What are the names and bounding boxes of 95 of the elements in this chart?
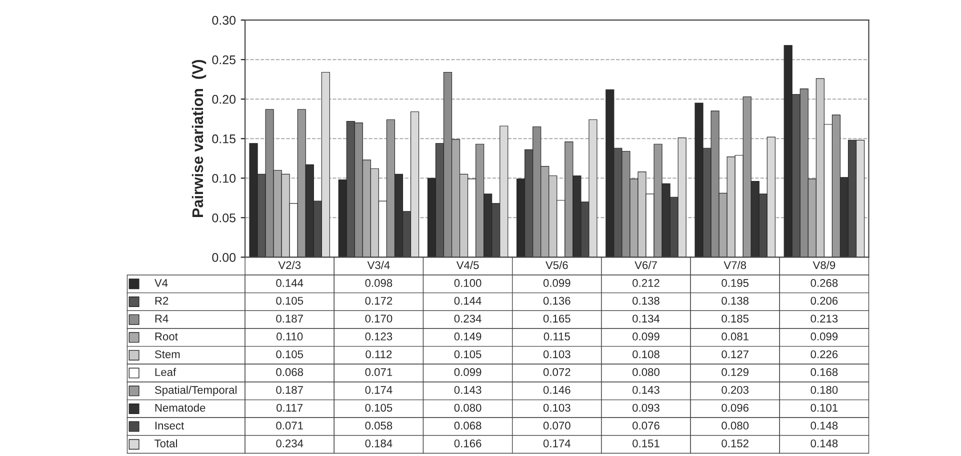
data-label: 0.080 [722,422,749,430]
data-label: 0.080 [454,404,482,412]
data-label: 0.110 [276,332,303,340]
data-label: 0.187 [276,314,303,323]
data-label: 0.103 [543,404,570,412]
data-label: 0.144 [454,296,482,305]
y-axis-title: Pairwise variation (V) [192,60,206,217]
data-label: 0.234 [276,439,304,448]
data-label: 0.136 [543,296,570,305]
legend-label: V4 [154,279,168,287]
data-label: 0.184 [365,439,392,448]
data-label: 0.129 [722,368,748,376]
x-tick-label: V2/3 [278,260,301,270]
data-label: 0.268 [810,279,838,287]
y-tick-label: 0.30 [212,16,236,25]
x-tick-label: V6/7 [634,260,657,270]
data-label: 0.148 [810,439,838,448]
y-tick-label: 0.10 [212,174,236,183]
legend-label: R4 [155,314,168,322]
data-label: 0.117 [276,404,303,412]
data-label: 0.174 [365,386,392,394]
data-label: 0.212 [632,279,660,287]
data-label: 0.203 [722,386,749,394]
legend-label: Total [154,439,177,448]
data-label: 0.099 [632,332,660,340]
data-label: 0.138 [722,296,749,305]
data-label: 0.165 [543,314,570,323]
x-tick-label: V7/8 [724,260,746,270]
data-label: 0.143 [632,386,660,394]
data-label: 0.127 [722,350,748,358]
data-label: 0.143 [454,386,482,394]
data-label: 0.071 [365,368,392,376]
data-label: 0.105 [276,350,304,358]
data-label: 0.138 [632,296,660,305]
data-label: 0.099 [454,368,482,376]
data-label: 0.146 [543,386,570,394]
y-tick-label: 0.25 [212,55,236,64]
x-tick-label: V5/6 [546,260,568,270]
y-tick-label: 0.05 [212,213,236,222]
data-label: 0.070 [543,422,570,430]
legend-label: Spatial/Temporal [154,386,236,396]
data-label: 0.100 [454,279,482,287]
data-label: 0.185 [722,314,749,323]
data-label: 0.093 [632,404,660,412]
data-label: 0.099 [810,332,838,340]
data-label: 0.081 [722,332,748,340]
data-label: 0.170 [365,314,392,323]
data-label: 0.098 [365,279,392,287]
data-label: 0.101 [810,404,838,412]
data-label: 0.072 [543,368,570,376]
legend-label: Stem [154,350,180,358]
data-label: 0.213 [810,314,838,323]
data-label: 0.105 [454,350,482,358]
data-label: 0.080 [632,368,660,376]
legend-label: Leaf [155,368,176,376]
data-label: 0.226 [810,350,838,358]
data-label: 0.099 [543,279,570,287]
y-tick-label: 0.20 [212,94,236,104]
data-label: 0.206 [810,296,838,305]
data-label: 0.112 [366,350,392,358]
data-label: 0.071 [276,422,303,430]
data-label: 0.115 [544,332,570,340]
data-label: 0.152 [722,439,748,448]
data-label: 0.123 [365,332,392,340]
data-label: 0.108 [632,350,660,358]
legend-label: R2 [155,296,168,305]
data-label: 0.234 [454,314,482,323]
x-tick-label: V4/5 [456,260,479,270]
data-label: 0.172 [365,296,392,305]
data-label: 0.168 [810,368,838,376]
data-label: 0.149 [454,332,482,340]
data-label: 0.174 [543,439,570,448]
data-label: 0.068 [276,368,304,376]
data-label: 0.105 [276,296,304,305]
data-label: 0.058 [365,422,392,430]
data-label: 0.103 [543,350,570,358]
data-label: 0.151 [632,439,660,448]
legend-label: Root [155,332,178,340]
data-label: 0.105 [365,404,392,412]
data-label: 0.148 [810,422,838,430]
data-label: 0.144 [276,279,304,287]
data-label: 0.096 [722,404,749,412]
data-label: 0.076 [632,422,660,430]
y-tick-label: 0.00 [212,252,236,262]
data-label: 0.187 [276,386,303,394]
data-label: 0.166 [454,439,482,448]
data-label: 0.068 [454,422,482,430]
x-tick-label: V3/4 [367,260,390,270]
legend-label: Nematode [155,404,206,412]
data-label: 0.180 [810,386,838,394]
data-label: 0.195 [722,279,749,287]
x-tick-label: V8/9 [812,260,836,270]
y-tick-label: 0.15 [212,134,236,144]
data-label: 0.134 [632,314,660,323]
legend-label: Insect [155,422,184,430]
